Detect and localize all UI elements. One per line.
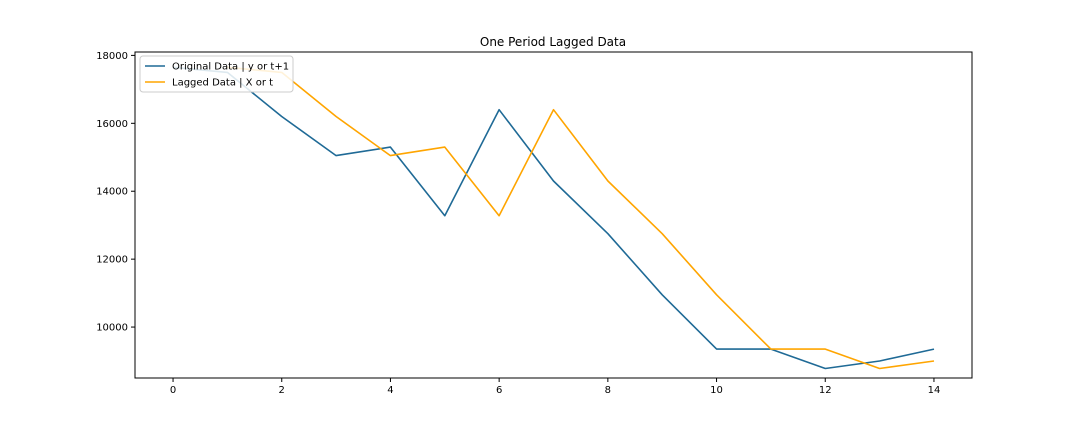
x-tick-label: 10 [710,385,723,396]
legend-label-2: Lagged Data | X or t [172,78,273,89]
x-tick-label: 14 [928,385,941,396]
series-line-1 [172,66,935,370]
x-tick-label: 6 [496,385,502,396]
y-tick-label: 14000 [96,187,128,198]
plot-lines [172,66,935,370]
x-axis: 0 2 4 6 8 10 12 14 [170,378,940,396]
chart-title: One Period Lagged Data [480,35,626,49]
legend: Original Data | y or t+1 Lagged Data | X … [139,55,294,93]
x-tick-label: 0 [170,385,176,396]
series-line-2 [227,66,935,370]
x-tick-label: 2 [279,385,285,396]
legend-box [139,55,294,93]
y-tick-label: 10000 [96,323,128,334]
y-tick-label: 16000 [96,119,128,130]
plot-frame [134,51,973,379]
x-tick-label: 12 [819,385,832,396]
y-tick-label: 12000 [96,255,128,266]
x-tick-label: 4 [387,385,393,396]
y-tick-label: 18000 [96,51,128,62]
legend-label-1: Original Data | y or t+1 [172,62,289,73]
y-axis: 10000 12000 14000 16000 18000 [96,51,135,334]
x-tick-label: 8 [605,385,611,396]
